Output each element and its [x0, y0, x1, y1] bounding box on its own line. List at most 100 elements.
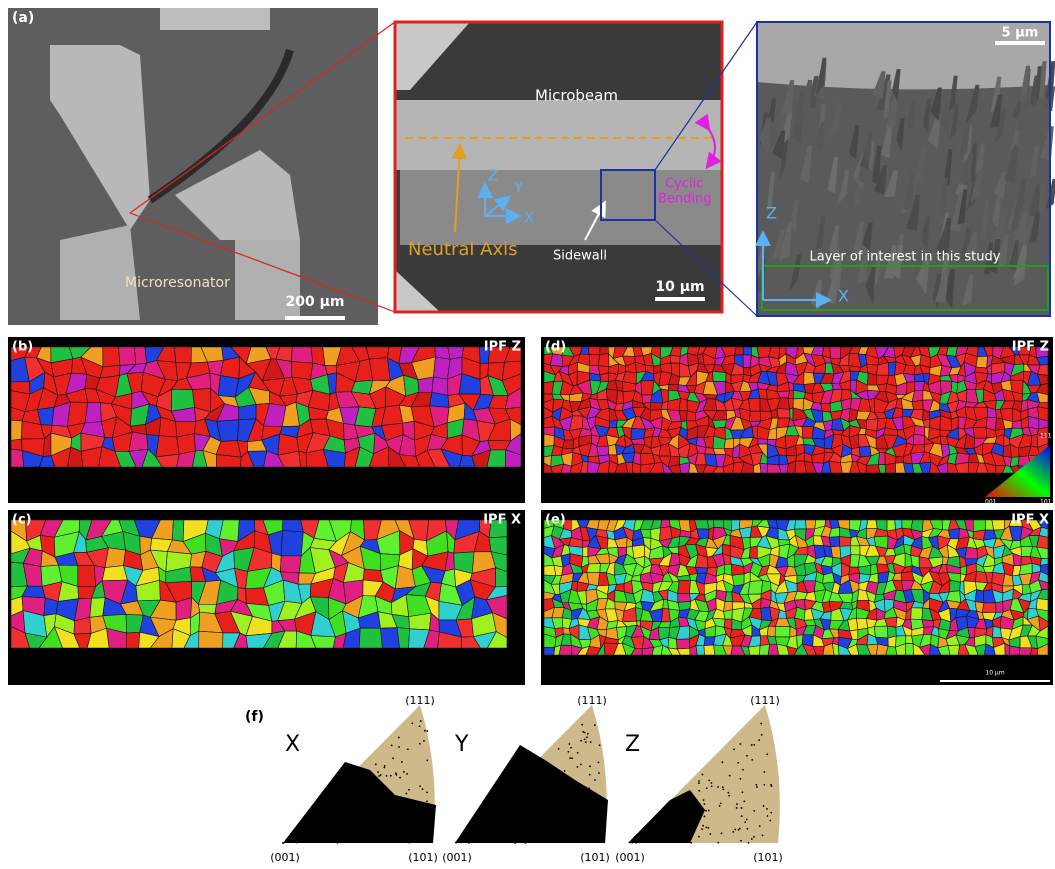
panel-a-sem: 5 µm Z X Layer of interest in this study — [757, 22, 1055, 316]
pole-point — [729, 775, 731, 777]
pole-point — [722, 788, 724, 790]
pole-point — [292, 834, 294, 836]
pole-point — [763, 805, 765, 807]
pole-point — [478, 825, 480, 827]
pole-point — [646, 827, 648, 829]
grain — [156, 436, 179, 457]
pole-point — [484, 827, 486, 829]
pole-point — [672, 839, 674, 841]
pole-point — [305, 836, 307, 838]
pole-point — [536, 789, 538, 791]
pole-point — [401, 761, 403, 763]
pole-point — [293, 838, 295, 840]
pole-point — [362, 836, 364, 838]
pole-point — [649, 839, 651, 841]
pole-point — [677, 817, 679, 819]
grain — [712, 371, 726, 381]
pole-point — [327, 814, 329, 816]
pole-point — [633, 838, 635, 840]
pole-point — [570, 747, 572, 749]
pole-point — [631, 842, 633, 844]
pole-point — [347, 788, 349, 790]
pole-point — [352, 841, 354, 843]
pole-point — [769, 820, 771, 822]
pole-point — [722, 786, 724, 788]
pole-point — [420, 720, 422, 722]
pole-point — [721, 832, 723, 834]
pole-point — [340, 813, 342, 815]
panel-a: (a) Microresonator 200 µm — [8, 8, 378, 325]
pole-point — [535, 769, 537, 771]
pole-point — [426, 730, 428, 732]
grain — [704, 637, 715, 646]
pole-point — [541, 775, 543, 777]
label: Layer of interest in this study — [810, 250, 1001, 265]
pole-point — [703, 803, 705, 805]
pole-point — [366, 794, 368, 796]
ipf-map: (d)IPF Z — [541, 337, 1053, 503]
pole-point — [653, 823, 655, 825]
pole-point — [392, 757, 394, 759]
grain — [583, 547, 588, 557]
pole-label: (111) — [750, 694, 780, 707]
key-label: 101 — [1040, 499, 1052, 506]
axis-label: Y — [513, 179, 524, 197]
pole-point — [478, 822, 480, 824]
label: Bending — [658, 192, 712, 207]
pole-point — [682, 831, 684, 833]
pole-point — [337, 842, 339, 844]
pole-point — [539, 768, 541, 770]
pole-point — [577, 787, 579, 789]
pole-point — [366, 819, 368, 821]
pole-point — [510, 814, 512, 816]
pole-point — [524, 781, 526, 783]
panel-a-zoom: Microbeam Neutral Axis Z Y X Sidewall Cy… — [395, 22, 722, 312]
pole-point — [544, 789, 546, 791]
pole-point — [687, 831, 689, 833]
pole-point — [305, 838, 307, 840]
pole-point — [533, 799, 535, 801]
pole-point — [531, 836, 533, 838]
grain — [642, 648, 654, 655]
grain — [922, 620, 934, 628]
pole-point — [476, 840, 478, 842]
grain — [829, 537, 840, 547]
pole-point — [680, 838, 682, 840]
pole-point — [417, 822, 419, 824]
pole-point — [690, 842, 692, 844]
pole-point — [316, 830, 318, 832]
pole-point — [335, 794, 337, 796]
pole-point — [671, 804, 673, 806]
pole-point — [691, 818, 693, 820]
pole-point — [546, 799, 548, 801]
pole-point — [588, 807, 590, 809]
pole-point — [284, 842, 286, 844]
pole-point — [667, 821, 669, 823]
pole-point — [649, 831, 651, 833]
grain — [668, 637, 677, 649]
grain — [805, 520, 815, 529]
grain — [887, 520, 896, 531]
axis-label: X — [838, 287, 849, 306]
grain — [487, 450, 506, 467]
grain — [175, 347, 192, 363]
grain — [906, 643, 914, 655]
pole-point — [371, 793, 373, 795]
pole-point — [753, 836, 755, 838]
pole-point — [426, 800, 428, 802]
pole-point — [698, 782, 700, 784]
pole-point — [308, 839, 310, 841]
map-title: IPF Z — [1012, 340, 1049, 355]
pole-point — [706, 787, 708, 789]
pole-point — [398, 746, 400, 748]
pole-point — [587, 733, 589, 735]
grain — [544, 647, 555, 655]
pole-point — [646, 825, 648, 827]
pole-point — [530, 803, 532, 805]
pole-point — [766, 808, 768, 810]
pole-point — [497, 818, 499, 820]
pole-point — [361, 832, 363, 834]
grain — [859, 446, 871, 457]
pole-point — [711, 785, 713, 787]
pole-point — [471, 839, 473, 841]
